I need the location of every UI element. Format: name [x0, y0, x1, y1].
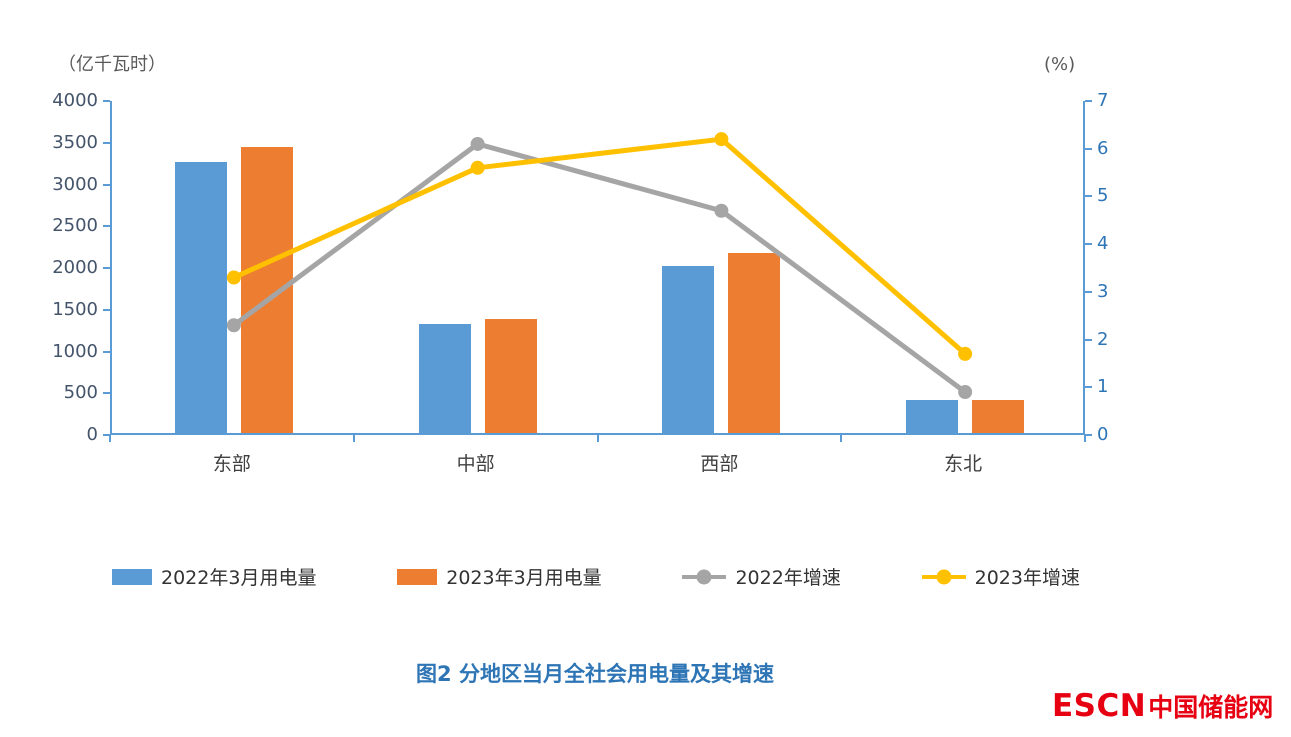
escn-logo-text: ESCN	[1052, 688, 1147, 724]
right-tick-label: 7	[1097, 90, 1109, 111]
marker-2022年增速	[226, 318, 241, 333]
left-axis-tickmark	[103, 141, 110, 144]
left-tick-label: 4000	[52, 90, 98, 111]
marker-2023年增速	[470, 160, 485, 175]
x-axis-tickmark	[596, 435, 599, 442]
legend-label: 2023年增速	[974, 567, 1080, 589]
bar-2023年3月用电量-西部	[728, 253, 781, 433]
bar-2023年3月用电量-东北	[972, 399, 1025, 433]
legend-label: 2022年3月用电量	[161, 567, 317, 589]
right-axis-tickmark	[1085, 290, 1092, 293]
right-axis-tickmark	[1085, 100, 1092, 102]
right-axis-tickmark	[1085, 195, 1092, 198]
left-tick-label: 3000	[52, 173, 98, 195]
left-axis-tickmark	[103, 434, 110, 436]
marker-2022年增速	[470, 136, 485, 151]
left-axis-tickmark	[103, 350, 110, 353]
bar-2023年3月用电量-中部	[484, 319, 537, 433]
x-axis-tickmark	[840, 435, 843, 442]
left-tick-label: 2500	[52, 215, 98, 237]
right-axis-title: (%)	[1044, 54, 1076, 75]
right-tick-label: 1	[1097, 376, 1109, 398]
bar-2022年3月用电量-东部	[174, 161, 227, 433]
right-tick-label: 5	[1097, 185, 1109, 207]
left-axis-tickmark	[103, 392, 110, 395]
bar-2022年3月用电量-西部	[662, 266, 715, 433]
legend-line-swatch	[682, 569, 727, 584]
x-label-东北: 东北	[944, 453, 983, 475]
x-label-中部: 中部	[456, 453, 495, 475]
right-tick-label: 4	[1097, 233, 1109, 255]
left-tick-label: 3500	[52, 131, 98, 153]
line-2023年增速	[231, 136, 968, 357]
right-axis-tickmark	[1085, 147, 1092, 150]
left-axis-tickmark	[103, 100, 110, 102]
legend-line-dot	[696, 569, 712, 584]
left-axis-tickmark	[103, 267, 110, 269]
legend-line-dot	[936, 569, 952, 584]
right-tick-label: 2	[1097, 328, 1109, 350]
right-tick-label: 3	[1097, 280, 1109, 302]
chart-legend: 2022年3月用电量 2023年3月用电量 2022年增速 2023年增速	[112, 563, 1080, 590]
legend-item-2023年增速: 2023年增速	[921, 563, 1080, 590]
escn-logo-cn-text: 中国储能网	[1148, 693, 1274, 722]
line-2022年增速	[231, 141, 968, 395]
legend-label: 2022年增速	[735, 567, 841, 589]
left-tick-label: 500	[63, 382, 98, 404]
legend-item-2023年3月用电量: 2023年3月用电量	[397, 563, 602, 590]
left-tick-label: 1000	[52, 340, 98, 362]
right-tick-label: 6	[1097, 137, 1109, 159]
legend-label: 2023年3月用电量	[446, 567, 602, 589]
legend-line-swatch	[921, 569, 966, 584]
right-axis-tickmark	[1085, 386, 1092, 389]
x-axis-tickmark	[109, 435, 111, 442]
x-label-西部: 西部	[700, 453, 739, 475]
marker-2022年增速	[958, 385, 973, 400]
legend-item-2022年3月用电量: 2022年3月用电量	[112, 563, 316, 590]
marker-2023年增速	[958, 346, 973, 361]
marker-2022年增速	[714, 203, 729, 218]
right-axis-tickmark	[1085, 434, 1092, 436]
legend-bar-swatch	[112, 568, 152, 585]
bar-2022年3月用电量-中部	[418, 323, 471, 433]
marker-2023年增速	[714, 132, 729, 147]
legend-bar-swatch	[397, 568, 438, 585]
right-axis-tickmark	[1085, 243, 1092, 246]
legend-item-2022年增速: 2022年增速	[682, 563, 841, 590]
x-label-东部: 东部	[212, 453, 251, 475]
x-axis-tickmark	[1084, 435, 1086, 442]
left-axis-tickmark	[103, 183, 110, 186]
escn-logo: ESCN 中国储能网	[1052, 688, 1273, 724]
left-tick-label: 0	[86, 424, 98, 445]
chart-caption: 图2 分地区当月全社会用电量及其增速	[416, 662, 774, 686]
bars-layer	[112, 101, 1083, 433]
left-tick-label: 2000	[52, 257, 98, 278]
left-axis-tickmark	[103, 225, 110, 228]
plot-area	[110, 101, 1085, 435]
left-axis-title: （亿千瓦时）	[58, 54, 166, 75]
left-axis-tickmark	[103, 308, 110, 311]
bar-2022年3月用电量-东北	[906, 400, 959, 433]
marker-2023年增速	[226, 270, 241, 285]
x-axis-tickmark	[352, 435, 355, 442]
right-tick-label: 0	[1097, 424, 1109, 445]
left-tick-label: 1500	[52, 298, 98, 320]
right-axis-tickmark	[1085, 338, 1092, 341]
lines-layer	[226, 132, 973, 400]
